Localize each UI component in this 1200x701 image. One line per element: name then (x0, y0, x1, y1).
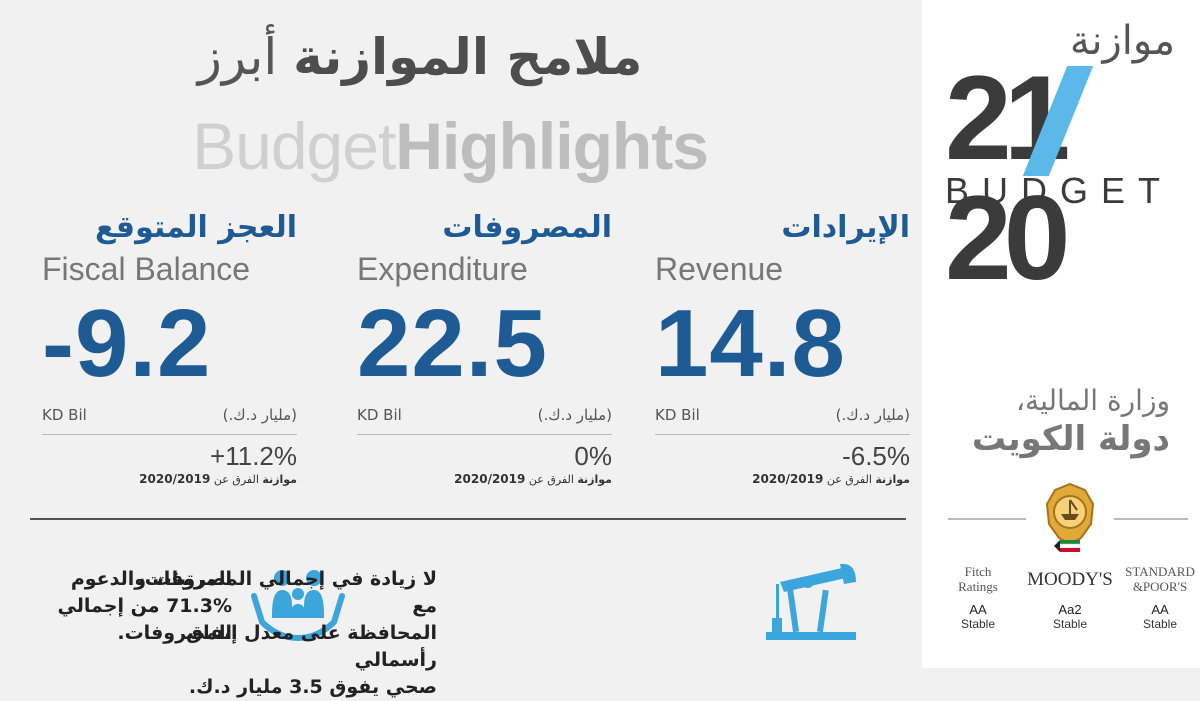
metric-note: 2020/2019 موازنة الفرق عن (655, 472, 910, 486)
ministry-line-1: وزارة المالية، (1016, 384, 1170, 417)
rating-grade: AA (969, 602, 987, 617)
agency-sp-line2: &POOR'S (1132, 579, 1188, 594)
salaries-line-3: المصروفات. (117, 622, 232, 644)
title-arabic-light: أبرز (197, 28, 278, 86)
agency-fitch-line2: Ratings (958, 579, 998, 594)
note-year: 2020/2019 (752, 472, 824, 486)
unit-en: KD Bil (655, 406, 700, 424)
title-arabic: ملامح الموازنة أبرز (130, 28, 710, 86)
agency-fitch-line1: Fitch (964, 564, 992, 579)
metric-value: 22.5 (357, 290, 548, 397)
metric-label-ar: المصروفات (442, 210, 612, 245)
ministry-name: وزارة المالية، دولة الكويت (935, 384, 1170, 459)
unit-en: KD Bil (357, 406, 402, 424)
metric-revenue: الإيرادات Revenue 14.8 KD Bil (مليار د.ك… (655, 210, 910, 486)
metric-label-en: Fiscal Balance (42, 251, 251, 287)
metric-change: 0% (574, 441, 612, 471)
rating-sp: STANDARD &POOR'S AA Stable (1120, 562, 1200, 631)
title-arabic-bold: ملامح الموازنة (293, 28, 643, 86)
metric-rule (655, 434, 910, 435)
note-year: 2020/2019 (454, 472, 526, 486)
unit-ar: (مليار د.ك.) (835, 406, 910, 424)
metric-label-ar: العجز المتوقع (94, 210, 297, 245)
capital-line-3: صحي يفوق 3.5 مليار د.ك. (188, 676, 437, 698)
metric-label-en: Revenue (655, 251, 784, 287)
note-year: 2020/2019 (139, 472, 211, 486)
family-hands-icon (251, 570, 345, 641)
metric-value: -9.2 (42, 290, 212, 397)
metric-units: KD Bil (مليار د.ك.) (655, 406, 910, 428)
rating-grade: Aa2 (1058, 602, 1082, 617)
title-english: BudgetHighlights (120, 108, 780, 184)
title-english-light: Budget (192, 109, 396, 183)
metric-label-ar: الإيرادات (781, 210, 910, 245)
oil-pump-icon (766, 563, 856, 640)
side-rule-left (948, 518, 1026, 520)
metric-fiscal-balance: العجز المتوقع Fiscal Balance -9.2 KD Bil… (42, 210, 297, 486)
ministry-line-2: دولة الكويت (971, 419, 1170, 459)
metric-rule (357, 434, 612, 435)
logo-num-right: 20 (945, 171, 1071, 305)
rating-outlook: Stable (960, 617, 996, 631)
metric-note: 2020/2019 موازنة الفرق عن (357, 472, 612, 486)
capital-highlight: لا زيادة في إجمالي المصروفات، مع المحافظ… (137, 566, 437, 701)
metric-note: 2020/2019 موازنة الفرق عن (42, 472, 297, 486)
metric-units: KD Bil (مليار د.ك.) (42, 406, 297, 428)
note-bold: موازنة (875, 473, 910, 486)
agency-fitch: Fitch Ratings (938, 562, 1018, 596)
logo-arabic: موازنة (1069, 18, 1175, 64)
rating-moodys: MOODY'S Aa2 Stable (1025, 562, 1115, 632)
section-divider (30, 518, 906, 520)
metric-value: 14.8 (655, 290, 846, 397)
rating-fitch: Fitch Ratings AA Stable (938, 562, 1018, 631)
rating-grade: AA (1151, 602, 1169, 617)
main-panel: ملامح الموازنة أبرز BudgetHighlights الع… (0, 28, 910, 698)
rating-outlook: Stable (1052, 617, 1088, 631)
metric-expenditure: المصروفات Expenditure 22.5 KD Bil (مليار… (357, 210, 612, 486)
note-prefix: الفرق عن (826, 473, 872, 486)
metric-units: KD Bil (مليار د.ك.) (357, 406, 612, 428)
capital-line-1: لا زيادة في إجمالي المصروفات، مع (137, 568, 437, 617)
unit-ar: (مليار د.ك.) (537, 406, 612, 424)
budget-logo: موازنة 2120 BUDGET (945, 18, 1185, 298)
salaries-line-1: المرتبات والدعوم (70, 568, 232, 590)
kuwait-emblem-icon (1045, 482, 1095, 552)
metric-rule (42, 434, 297, 435)
agency-moodys: MOODY'S (1027, 568, 1113, 590)
salaries-line-2: 71.3% من إجمالي (57, 595, 232, 617)
logo-word: BUDGET (945, 170, 1174, 211)
title-english-bold: Highlights (395, 109, 709, 183)
agency-sp: STANDARD &POOR'S (1120, 562, 1200, 596)
metric-change: -6.5% (842, 441, 910, 471)
note-prefix: الفرق عن (528, 473, 574, 486)
side-rule-right (1114, 518, 1188, 520)
note-prefix: الفرق عن (213, 473, 259, 486)
salaries-highlight: المرتبات والدعوم 71.3% من إجمالي المصروف… (0, 566, 232, 647)
rating-outlook: Stable (1142, 617, 1178, 631)
capital-line-2: المحافظة على معدل إنفاق رأسمالي (186, 622, 437, 671)
agency-sp-line1: STANDARD (1125, 564, 1195, 579)
unit-ar: (مليار د.ك.) (222, 406, 297, 424)
note-bold: موازنة (262, 473, 297, 486)
metric-change: +11.2% (210, 441, 297, 471)
note-bold: موازنة (577, 473, 612, 486)
metric-label-en: Expenditure (357, 251, 528, 287)
unit-en: KD Bil (42, 406, 87, 424)
